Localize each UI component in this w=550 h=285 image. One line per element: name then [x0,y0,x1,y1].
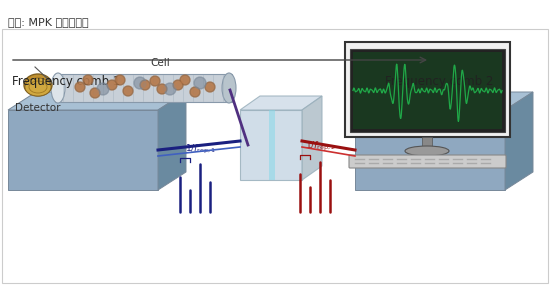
Circle shape [115,75,125,85]
FancyBboxPatch shape [55,74,232,102]
Ellipse shape [25,78,51,96]
Circle shape [191,89,199,95]
Circle shape [97,83,109,95]
Circle shape [76,84,84,91]
Text: Detector: Detector [15,103,60,113]
Circle shape [194,77,206,89]
Circle shape [85,76,91,84]
FancyBboxPatch shape [345,42,510,137]
Circle shape [108,82,116,89]
Polygon shape [355,92,533,110]
Circle shape [123,86,133,96]
Text: $1/f_{\mathregular{rep, 2}}$: $1/f_{\mathregular{rep, 2}}$ [305,140,336,153]
Circle shape [158,86,166,93]
FancyBboxPatch shape [349,155,506,168]
Polygon shape [240,110,302,180]
Circle shape [157,84,167,94]
Circle shape [134,77,146,89]
Circle shape [173,80,183,90]
Polygon shape [355,110,505,190]
Ellipse shape [405,146,449,156]
Text: $1/f_{\mathregular{rep, 1}}$: $1/f_{\mathregular{rep, 1}}$ [185,143,216,156]
Circle shape [164,83,176,95]
Circle shape [180,75,190,85]
FancyBboxPatch shape [353,52,502,129]
Bar [422,137,432,151]
Circle shape [174,82,182,89]
Circle shape [91,89,98,97]
Circle shape [141,82,148,89]
Polygon shape [158,92,186,190]
Circle shape [190,87,200,97]
Text: Cell: Cell [150,58,170,68]
Text: Frequency comb 2: Frequency comb 2 [385,75,493,88]
FancyBboxPatch shape [350,49,505,132]
Bar [269,110,275,180]
Circle shape [150,76,160,86]
Circle shape [206,84,213,91]
Circle shape [124,87,131,95]
Circle shape [75,82,85,92]
Circle shape [107,80,117,90]
Text: Frequency comb 1: Frequency comb 1 [12,75,120,88]
Ellipse shape [222,73,236,103]
Polygon shape [505,92,533,190]
Circle shape [83,75,93,85]
Polygon shape [302,96,322,180]
Circle shape [151,78,158,84]
Polygon shape [8,110,158,190]
Ellipse shape [24,74,52,96]
Circle shape [90,88,100,98]
Polygon shape [240,96,322,110]
Circle shape [182,76,189,84]
Ellipse shape [51,73,65,103]
Circle shape [117,76,124,84]
Bar [2,29,548,283]
Circle shape [205,82,215,92]
Circle shape [140,80,150,90]
Polygon shape [8,92,186,110]
Text: 자료: MPK 공동기획팀: 자료: MPK 공동기획팀 [8,17,89,27]
